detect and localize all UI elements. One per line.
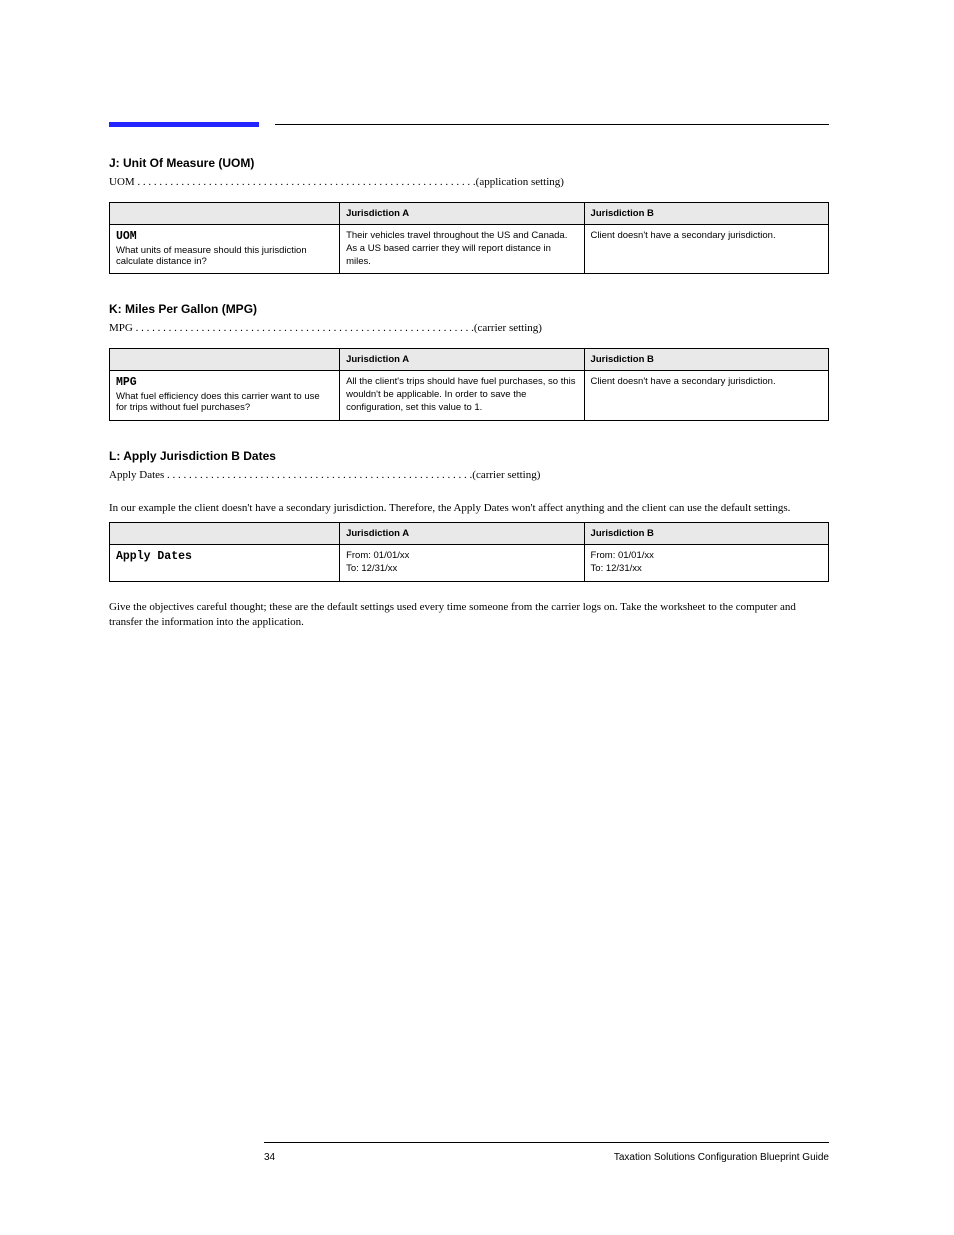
table-header-cell — [110, 203, 340, 225]
table-cell: UOM What units of measure should this ju… — [110, 225, 340, 274]
table-header-cell: Jurisdiction A — [340, 523, 584, 545]
header-thin-rule — [275, 124, 829, 125]
table-cell: All the client's trips should have fuel … — [340, 371, 584, 420]
section-intro-2: In our example the client doesn't have a… — [109, 501, 829, 516]
page: J: Unit Of Measure (UOM) UOM . . . . . .… — [109, 0, 829, 1235]
table-2: Jurisdiction A Jurisdiction B Apply Date… — [109, 522, 829, 582]
table-header-row: Jurisdiction A Jurisdiction B — [110, 349, 829, 371]
table-header-cell: Jurisdiction B — [584, 203, 828, 225]
table-cell: Client doesn't have a secondary jurisdic… — [584, 371, 828, 420]
table-header-row: Jurisdiction A Jurisdiction B — [110, 523, 829, 545]
row-label: Apply Dates — [116, 550, 333, 563]
section-title-0: J: Unit Of Measure (UOM) — [109, 156, 829, 170]
table-header-cell — [110, 523, 340, 545]
section-title-2: L: Apply Jurisdiction B Dates — [109, 449, 829, 463]
section-title-1: K: Miles Per Gallon (MPG) — [109, 302, 829, 316]
header-rule — [109, 122, 829, 128]
table-cell: Their vehicles travel throughout the US … — [340, 225, 584, 274]
row-subtext: What units of measure should this jurisd… — [116, 245, 307, 267]
footer-text: Taxation Solutions Configuration Bluepri… — [614, 1152, 829, 1163]
table-cell: MPG What fuel efficiency does this carri… — [110, 371, 340, 420]
table-cell: Apply Dates — [110, 545, 340, 582]
toc-line-1: MPG . . . . . . . . . . . . . . . . . . … — [109, 322, 829, 334]
table-cell: Client doesn't have a secondary jurisdic… — [584, 225, 828, 274]
table-cell: From: 01/01/xxTo: 12/31/xx — [340, 545, 584, 582]
row-label: UOM — [116, 230, 333, 243]
table-row: UOM What units of measure should this ju… — [110, 225, 829, 274]
table-header-cell: Jurisdiction B — [584, 523, 828, 545]
table-header-cell — [110, 349, 340, 371]
table-row: Apply Dates From: 01/01/xxTo: 12/31/xx F… — [110, 545, 829, 582]
table-1: Jurisdiction A Jurisdiction B MPG What f… — [109, 348, 829, 420]
row-subtext: What fuel efficiency does this carrier w… — [116, 391, 320, 413]
accent-bar — [109, 122, 259, 127]
table-cell: From: 01/01/xxTo: 12/31/xx — [584, 545, 828, 582]
footer-page-number: 34 — [264, 1152, 275, 1163]
table-header-cell: Jurisdiction A — [340, 349, 584, 371]
footer-rule — [264, 1142, 829, 1143]
toc-line-0: UOM . . . . . . . . . . . . . . . . . . … — [109, 176, 829, 188]
row-label: MPG — [116, 376, 333, 389]
toc-line-2: Apply Dates . . . . . . . . . . . . . . … — [109, 469, 829, 481]
table-row: MPG What fuel efficiency does this carri… — [110, 371, 829, 420]
table-header-cell: Jurisdiction B — [584, 349, 828, 371]
table-header-row: Jurisdiction A Jurisdiction B — [110, 203, 829, 225]
table-0: Jurisdiction A Jurisdiction B UOM What u… — [109, 202, 829, 274]
section-tail-2: Give the objectives careful thought; the… — [109, 600, 829, 631]
table-header-cell: Jurisdiction A — [340, 203, 584, 225]
